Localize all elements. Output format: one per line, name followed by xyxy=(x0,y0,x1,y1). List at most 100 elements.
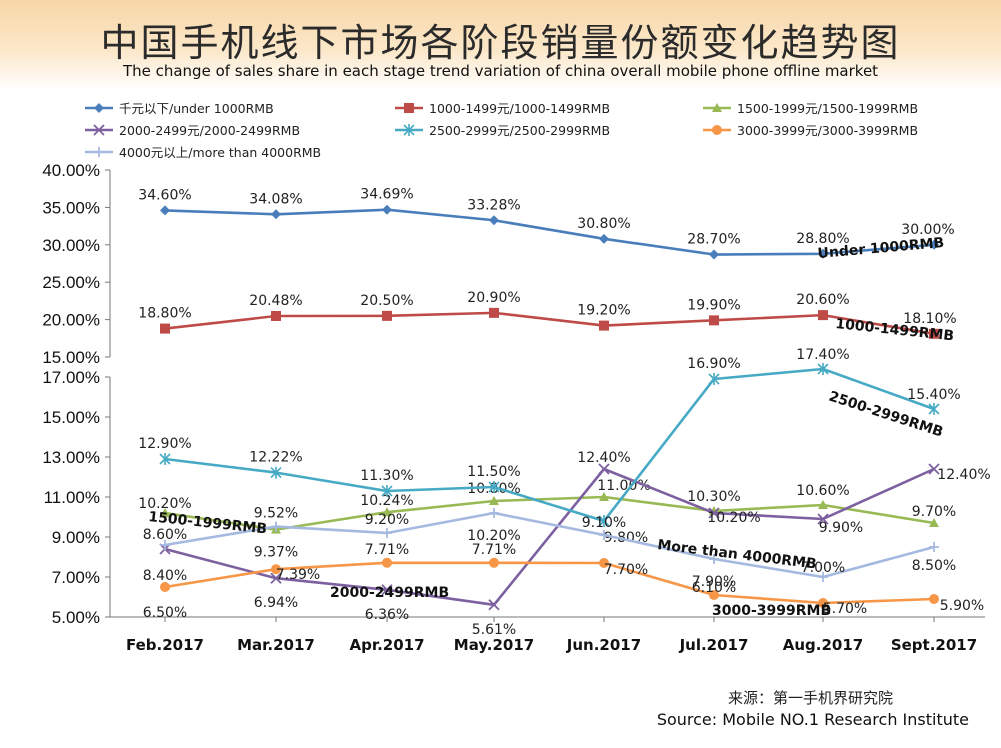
series-annotation: 2000-2499RMB xyxy=(330,585,449,601)
data-point xyxy=(160,540,170,550)
data-label: 19.90% xyxy=(687,297,740,313)
x-tick-label: Feb.2017 xyxy=(126,636,204,654)
data-label: 30.80% xyxy=(577,216,630,232)
data-label: 19.20% xyxy=(577,303,630,319)
data-point xyxy=(928,403,940,415)
data-label: 12.40% xyxy=(577,450,630,466)
legend-entry: 2500-2999元/2500-2999RMB xyxy=(429,123,610,138)
data-label: 9.37% xyxy=(254,545,298,561)
data-label: 28.80% xyxy=(796,231,849,247)
header-band xyxy=(0,0,1001,90)
data-point xyxy=(708,373,720,385)
data-label: 11.30% xyxy=(360,468,413,484)
data-label: 34.08% xyxy=(249,191,302,207)
data-label: 10.20% xyxy=(467,528,520,544)
data-label: 6.94% xyxy=(254,595,298,611)
legend-marker xyxy=(712,125,722,135)
data-point xyxy=(818,572,828,582)
data-point xyxy=(270,466,282,479)
data-point xyxy=(818,310,828,321)
legend-marker xyxy=(403,124,415,136)
data-label: 9.20% xyxy=(365,512,409,528)
data-label: 7.39% xyxy=(276,567,320,583)
data-point xyxy=(928,463,940,475)
data-point xyxy=(160,323,170,334)
data-label: 16.90% xyxy=(687,356,740,372)
lower-y-tick-label: 13.00% xyxy=(42,448,100,467)
data-label: 34.60% xyxy=(138,187,191,203)
series-annotation: More than 4000RMB xyxy=(657,537,818,572)
data-point xyxy=(382,528,392,538)
data-label: 28.70% xyxy=(687,232,740,248)
data-label: 5.70% xyxy=(823,601,867,617)
data-label: 6.36% xyxy=(365,607,409,623)
lower-y-tick-label: 5.00% xyxy=(52,608,100,627)
data-point xyxy=(382,204,392,215)
data-label: 12.40% xyxy=(937,467,990,483)
data-point xyxy=(488,481,500,493)
data-label: 10.30% xyxy=(687,489,740,505)
data-label: 9.70% xyxy=(912,504,956,520)
data-label: 8.40% xyxy=(143,568,187,584)
data-point xyxy=(382,310,392,321)
data-point xyxy=(271,209,281,220)
data-point xyxy=(160,508,170,517)
x-tick-label: Jul.2017 xyxy=(679,636,749,654)
data-point xyxy=(160,205,170,216)
data-label: 18.10% xyxy=(903,311,956,327)
upper-y-tick-label: 15.00% xyxy=(42,348,100,367)
upper-y-tick-label: 35.00% xyxy=(42,198,100,217)
data-label: 7.71% xyxy=(472,542,516,558)
series-line xyxy=(164,311,935,336)
data-label: 11.00% xyxy=(597,478,650,494)
data-label: 5.61% xyxy=(472,622,516,638)
data-point xyxy=(599,320,609,331)
data-label: 10.60% xyxy=(796,483,849,499)
data-point xyxy=(598,515,610,527)
data-label: 20.50% xyxy=(360,293,413,309)
lower-y-tick-label: 11.00% xyxy=(44,488,100,507)
data-label: 33.28% xyxy=(467,197,520,213)
legend-entry: 3000-3999元/3000-3999RMB xyxy=(737,123,918,138)
data-point xyxy=(160,582,170,592)
data-point xyxy=(599,530,609,540)
upper-y-tick-label: 25.00% xyxy=(42,273,100,292)
data-label: 6.50% xyxy=(143,605,187,621)
data-point xyxy=(818,598,828,608)
series-annotation: 3000-3999RMB xyxy=(712,603,831,619)
data-point xyxy=(709,315,719,326)
upper-y-tick-label: 20.00% xyxy=(42,311,100,330)
legend-marker xyxy=(94,147,104,157)
lower-y-tick-label: 9.00% xyxy=(52,528,100,547)
data-point xyxy=(929,518,939,527)
data-point xyxy=(708,507,720,519)
data-label: 7.70% xyxy=(604,562,648,578)
data-point xyxy=(381,584,393,596)
legend-entry: 4000元以上/more than 4000RMB xyxy=(119,145,321,160)
data-label: 7.71% xyxy=(365,542,409,558)
data-label: 12.90% xyxy=(138,436,191,452)
upper-y-tick-label: 40.00% xyxy=(42,161,100,180)
data-label: 7.00% xyxy=(801,560,845,576)
series-line xyxy=(164,561,935,605)
data-point xyxy=(598,463,610,475)
data-point xyxy=(270,572,282,584)
legend-entry: 2000-2499元/2000-2499RMB xyxy=(119,123,300,138)
data-label: 8.60% xyxy=(143,527,187,543)
lower-y-tick-label: 15.00% xyxy=(42,408,100,427)
data-label: 7.90% xyxy=(692,574,736,590)
data-point xyxy=(489,307,499,318)
data-label: 34.69% xyxy=(360,187,413,203)
data-point xyxy=(709,590,719,600)
data-point xyxy=(929,542,939,552)
data-label: 10.24% xyxy=(360,493,413,509)
data-point xyxy=(817,513,829,525)
data-label: 12.22% xyxy=(249,450,302,466)
legend-entry: 千元以下/under 1000RMB xyxy=(119,101,274,116)
data-point xyxy=(488,599,500,611)
data-point xyxy=(271,564,281,575)
data-point xyxy=(489,496,499,505)
x-tick-label: May.2017 xyxy=(454,636,534,654)
data-label: 10.20% xyxy=(138,496,191,512)
